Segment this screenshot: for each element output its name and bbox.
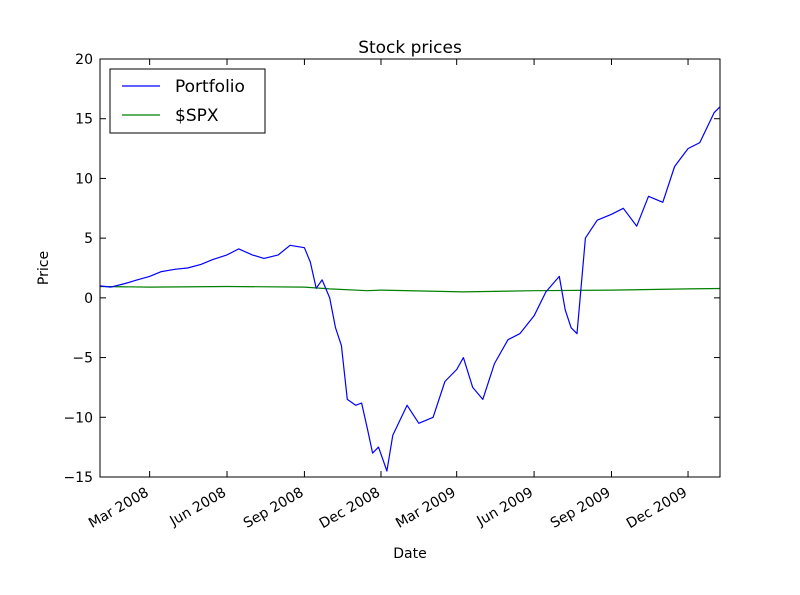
y-axis: −15 −10 −5 0 5 10 15 20 (63, 52, 720, 486)
y-axis-label: Price (36, 251, 52, 285)
y-tick-label: −15 (63, 470, 93, 486)
y-tick-label: 20 (75, 52, 93, 68)
y-tick-label: 0 (84, 291, 93, 307)
chart-title: Stock prices (358, 38, 462, 58)
y-tick-label: −10 (63, 410, 93, 426)
legend-box (109, 68, 266, 134)
y-tick-label: 5 (84, 231, 93, 247)
series-line-spx (99, 285, 721, 293)
series-line-portfolio (99, 106, 721, 472)
legend-label-portfolio: Portfolio (175, 77, 245, 97)
y-tick-label: 15 (75, 112, 93, 128)
series-layer (99, 106, 721, 472)
legend-label-spx: $SPX (175, 106, 219, 126)
y-tick-label: 10 (75, 171, 93, 187)
y-tick-label: −5 (72, 351, 93, 367)
plot-frame (99, 58, 721, 478)
legend: Portfolio $SPX (109, 68, 266, 134)
x-axis-label: Date (393, 546, 426, 562)
